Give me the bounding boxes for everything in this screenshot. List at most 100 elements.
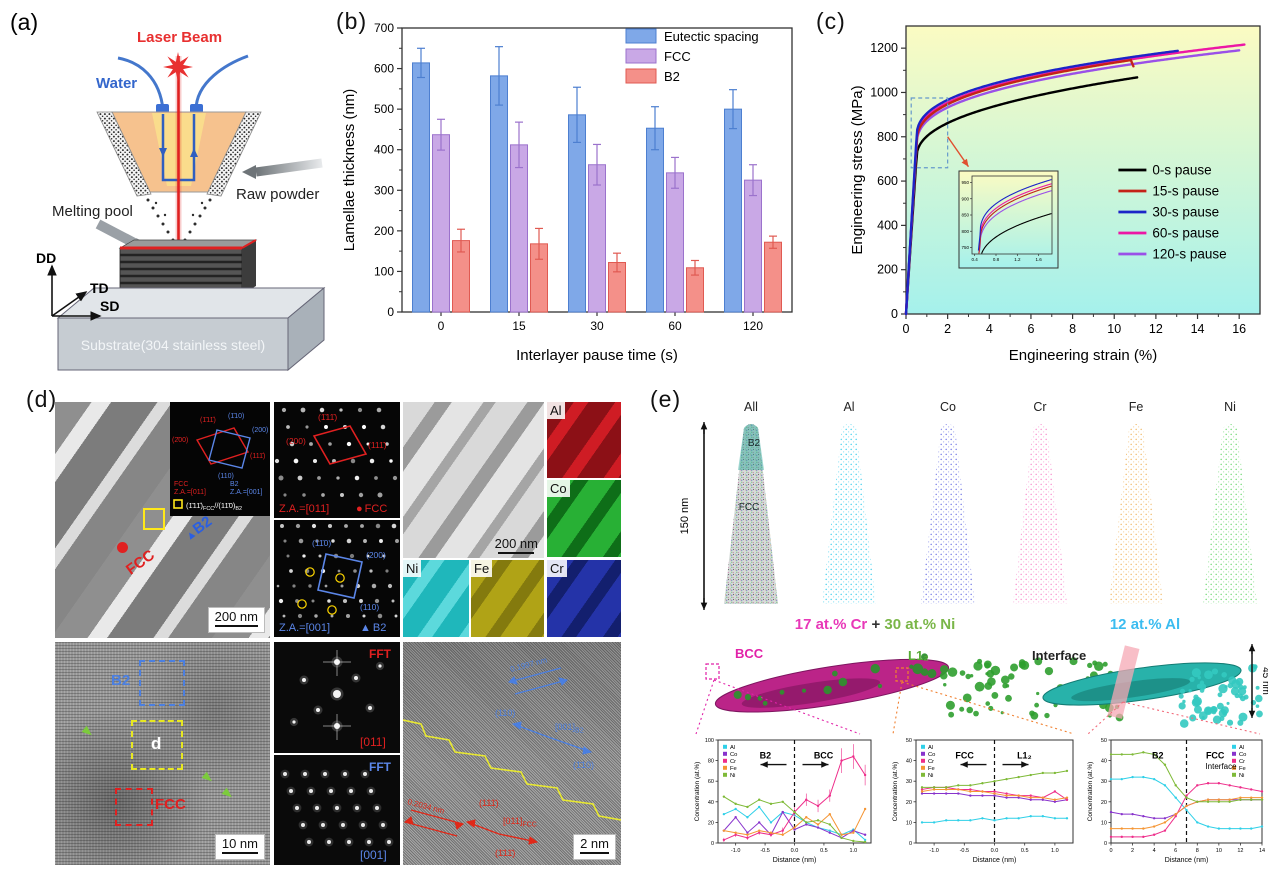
svg-text:800: 800 xyxy=(961,229,969,234)
svg-text:60: 60 xyxy=(708,779,714,785)
svg-text:(111̄): (111̄) xyxy=(479,798,499,808)
bar-B2 xyxy=(764,241,782,313)
l12-roi-box xyxy=(895,667,909,682)
svg-text:750: 750 xyxy=(961,245,969,250)
svg-text:0.2034 nm: 0.2034 nm xyxy=(406,797,445,816)
panel-b-label: (b) xyxy=(336,8,368,34)
powder-channel-right xyxy=(206,111,262,197)
al-fragment xyxy=(1242,685,1247,690)
al-fragment xyxy=(1193,705,1202,714)
mini-yaxis-label: Concentration (at.%) xyxy=(694,762,701,822)
bar-Eutectic spacing xyxy=(490,75,508,313)
mini-legend-label: Ni xyxy=(730,773,735,779)
interface-trace xyxy=(403,719,621,821)
svg-text:0.1997 nm: 0.1997 nm xyxy=(509,655,548,674)
eds-map-fe: Fe xyxy=(471,560,544,637)
al-fragment xyxy=(1199,683,1207,690)
l12-precipitate xyxy=(1102,661,1108,667)
saed-b2-pattern: (11̄0) (200) (110) Z.A.=[001] ▲ B2 xyxy=(274,520,400,637)
hrtem-interface-overlay: 0.1997 nm (110) [001]B2 (1̄10) 0.2034 nm… xyxy=(403,655,621,858)
al-fragment xyxy=(1226,719,1234,726)
isosurface-caption-right: 12 at.% Al xyxy=(1109,616,1181,633)
apt-needle-Al xyxy=(822,424,876,604)
l12-precipitate xyxy=(948,711,955,718)
svg-text:40: 40 xyxy=(708,800,714,806)
l12-precipitate xyxy=(959,706,965,712)
roi-d-label: d xyxy=(151,734,162,753)
svg-text:6: 6 xyxy=(1174,848,1177,854)
svg-text:1000: 1000 xyxy=(870,85,898,99)
caption-cr: 17 at.% Cr xyxy=(794,616,868,633)
svg-text:0.0: 0.0 xyxy=(791,848,799,854)
dd-label: DD xyxy=(36,250,56,266)
al-fragment xyxy=(1189,676,1195,683)
mini-legend-label: Al xyxy=(730,745,735,751)
l12-precipitate xyxy=(965,673,971,680)
svg-text:[001]B2: [001]B2 xyxy=(555,722,584,735)
al-fragment xyxy=(1193,694,1199,700)
eds-map-al: Al xyxy=(547,402,621,478)
al-fragment xyxy=(1226,701,1230,705)
l12-precipitate xyxy=(1010,663,1019,672)
legend-label: FCC xyxy=(664,49,691,64)
mini-legend-label: Co xyxy=(730,752,737,758)
mini-legend-label: Cr xyxy=(1239,759,1245,765)
al-fragment xyxy=(1205,707,1212,714)
bar-Eutectic spacing xyxy=(412,62,430,313)
al-fragment xyxy=(1188,689,1192,693)
leader-line xyxy=(695,679,715,735)
svg-text:Z.A.=[001]: Z.A.=[001] xyxy=(230,489,263,496)
al-fragment xyxy=(1237,719,1244,726)
dislocation-arrow xyxy=(221,787,235,801)
svg-text:950: 950 xyxy=(961,180,969,185)
curve-15-s pause xyxy=(904,58,1135,316)
l12-precipitate xyxy=(1069,657,1078,666)
al-fragment xyxy=(1230,686,1240,696)
svg-text:(1̄11̄)FCC//(11̄0)B2: (1̄11̄)FCC//(11̄0)B2 xyxy=(186,501,242,512)
l12-precipitate xyxy=(1005,684,1010,688)
svg-text:14: 14 xyxy=(1191,322,1205,336)
stress-strain-chart: 0 2 4 6 8 10 12 14 16 0 200 400 600 800 1000 1200 Engine… xyxy=(849,25,1261,364)
svg-text:50: 50 xyxy=(906,738,912,744)
stem-scalebar: 200 nm xyxy=(495,536,538,554)
l12-precipitate xyxy=(1036,691,1040,696)
al-fragment xyxy=(1178,693,1184,699)
al-fragment xyxy=(1255,685,1260,690)
eds-map-cr: Cr xyxy=(547,560,621,637)
curve-30-s pause xyxy=(904,49,1179,316)
svg-text:[011]FCC: [011]FCC xyxy=(503,816,537,829)
legend-label: B2 xyxy=(664,69,680,84)
l12-precipitate xyxy=(988,705,994,711)
svg-text:4: 4 xyxy=(986,322,993,336)
svg-text:300: 300 xyxy=(374,183,394,197)
l12-precipitate xyxy=(945,700,955,710)
mini-xaxis-label: Distance (nm) xyxy=(973,857,1017,864)
apt-needle-Fe xyxy=(1109,424,1163,604)
l12-precipitate xyxy=(1094,661,1104,672)
svg-text:0.5: 0.5 xyxy=(820,848,828,854)
svg-text:10: 10 xyxy=(1101,820,1107,826)
bar-FCC xyxy=(432,134,450,313)
svg-text:600: 600 xyxy=(877,174,898,188)
svg-text:FFT: FFT xyxy=(369,760,392,774)
panel-d-label: (d) xyxy=(26,386,58,412)
al-fragment xyxy=(1216,702,1224,710)
caption-plus: + xyxy=(867,616,885,633)
leader-line xyxy=(892,681,903,735)
c-xaxis-label: Engineering strain (%) xyxy=(1009,347,1157,364)
svg-text:16: 16 xyxy=(1232,322,1246,336)
curve-120-s pause xyxy=(904,49,1241,316)
al-fragment xyxy=(1255,694,1263,703)
mini-legend-label: Ni xyxy=(928,773,933,779)
stem-image: 200 nm xyxy=(403,402,544,558)
b-yaxis-label: Lamellae thickness (nm) xyxy=(341,89,358,252)
svg-text:(200): (200) xyxy=(252,427,268,434)
svg-text:800: 800 xyxy=(877,130,898,144)
needle-label-Fe: Fe xyxy=(1129,400,1144,414)
eds-label-al: Al xyxy=(547,402,565,419)
al-fragment xyxy=(1218,684,1228,694)
svg-text:80: 80 xyxy=(708,759,714,765)
water-label: Water xyxy=(96,75,137,92)
curve-0-s pause xyxy=(904,76,1139,316)
needle-label-Ni: Ni xyxy=(1224,400,1236,414)
